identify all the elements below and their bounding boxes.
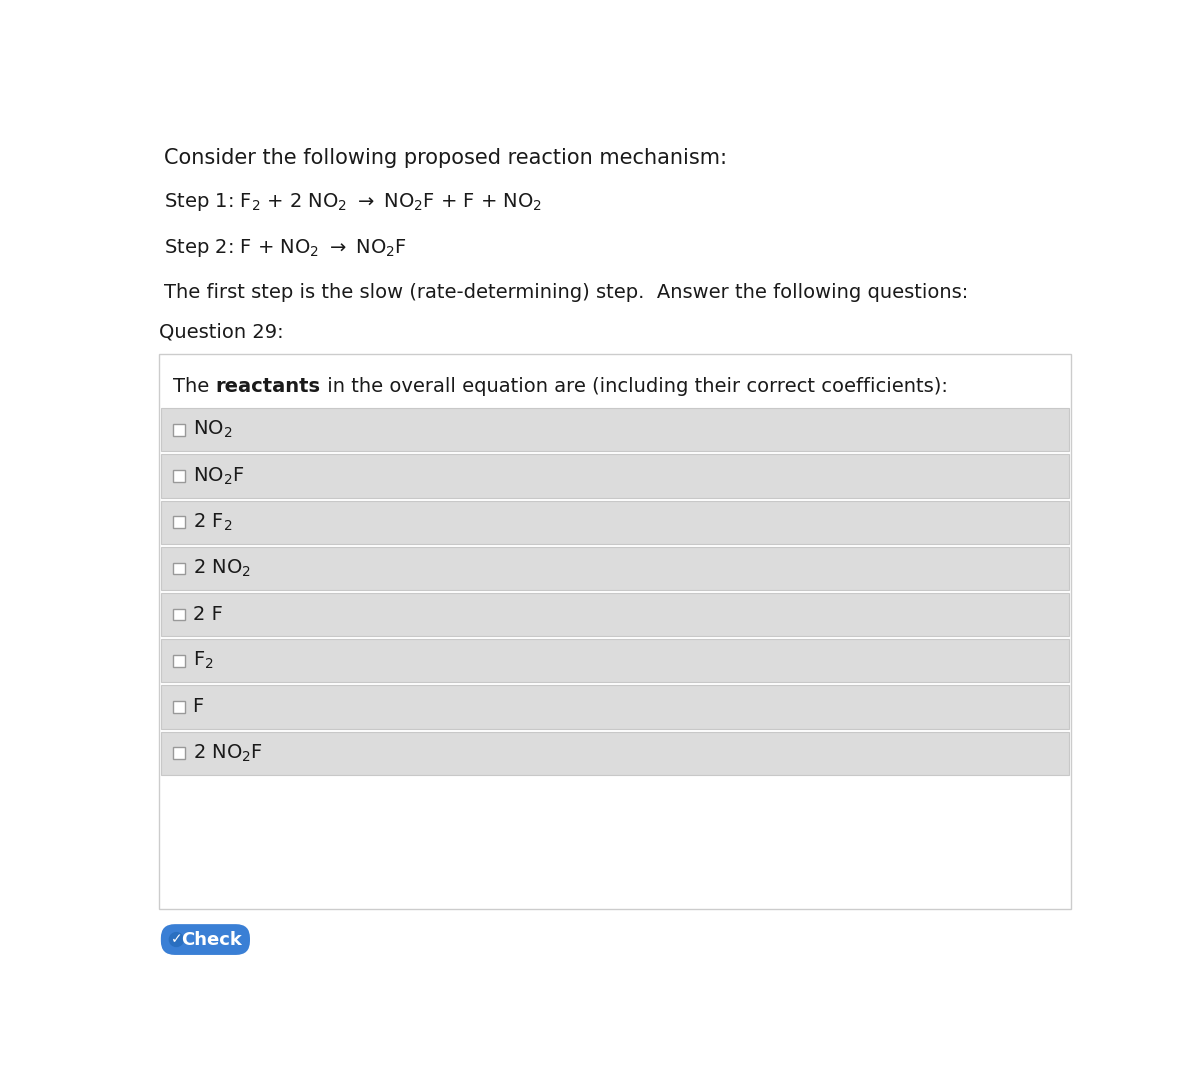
FancyBboxPatch shape — [173, 655, 185, 666]
Text: F$_2$: F$_2$ — [193, 650, 214, 672]
Text: F: F — [193, 698, 204, 716]
FancyBboxPatch shape — [161, 454, 1069, 498]
Circle shape — [169, 933, 184, 947]
FancyBboxPatch shape — [173, 517, 185, 527]
FancyBboxPatch shape — [161, 408, 1069, 451]
Text: Step 2: F + NO$_2$ $\rightarrow$ NO$_2$F: Step 2: F + NO$_2$ $\rightarrow$ NO$_2$F — [164, 237, 407, 259]
FancyBboxPatch shape — [173, 701, 185, 713]
FancyBboxPatch shape — [173, 562, 185, 574]
FancyBboxPatch shape — [161, 924, 250, 954]
Text: reactants: reactants — [216, 378, 320, 396]
Text: NO$_2$: NO$_2$ — [193, 419, 232, 440]
FancyBboxPatch shape — [161, 639, 1069, 682]
Text: Step 1: F$_2$ + 2 NO$_2$ $\rightarrow$ NO$_2$F + F + NO$_2$: Step 1: F$_2$ + 2 NO$_2$ $\rightarrow$ N… — [164, 191, 542, 213]
FancyBboxPatch shape — [161, 547, 1069, 590]
Text: NO$_2$F: NO$_2$F — [193, 465, 244, 487]
Text: 2 F$_2$: 2 F$_2$ — [193, 511, 232, 533]
FancyBboxPatch shape — [161, 732, 1069, 774]
Text: Question 29:: Question 29: — [160, 322, 284, 341]
Text: ✓: ✓ — [170, 933, 182, 947]
Text: Consider the following proposed reaction mechanism:: Consider the following proposed reaction… — [164, 149, 727, 168]
Text: The: The — [173, 378, 216, 396]
Text: The first step is the slow (rate-determining) step.  Answer the following questi: The first step is the slow (rate-determi… — [164, 284, 968, 302]
FancyBboxPatch shape — [173, 471, 185, 482]
FancyBboxPatch shape — [173, 424, 185, 436]
FancyBboxPatch shape — [173, 747, 185, 759]
FancyBboxPatch shape — [161, 593, 1069, 637]
Text: 2 F: 2 F — [193, 605, 222, 625]
FancyBboxPatch shape — [161, 500, 1069, 544]
Text: Check: Check — [181, 930, 242, 949]
Text: 2 NO$_2$F: 2 NO$_2$F — [193, 743, 263, 763]
FancyBboxPatch shape — [160, 354, 1070, 909]
Text: in the overall equation are (including their correct coefficients):: in the overall equation are (including t… — [320, 378, 948, 396]
FancyBboxPatch shape — [173, 609, 185, 620]
Text: 2 NO$_2$: 2 NO$_2$ — [193, 558, 251, 579]
FancyBboxPatch shape — [161, 686, 1069, 728]
